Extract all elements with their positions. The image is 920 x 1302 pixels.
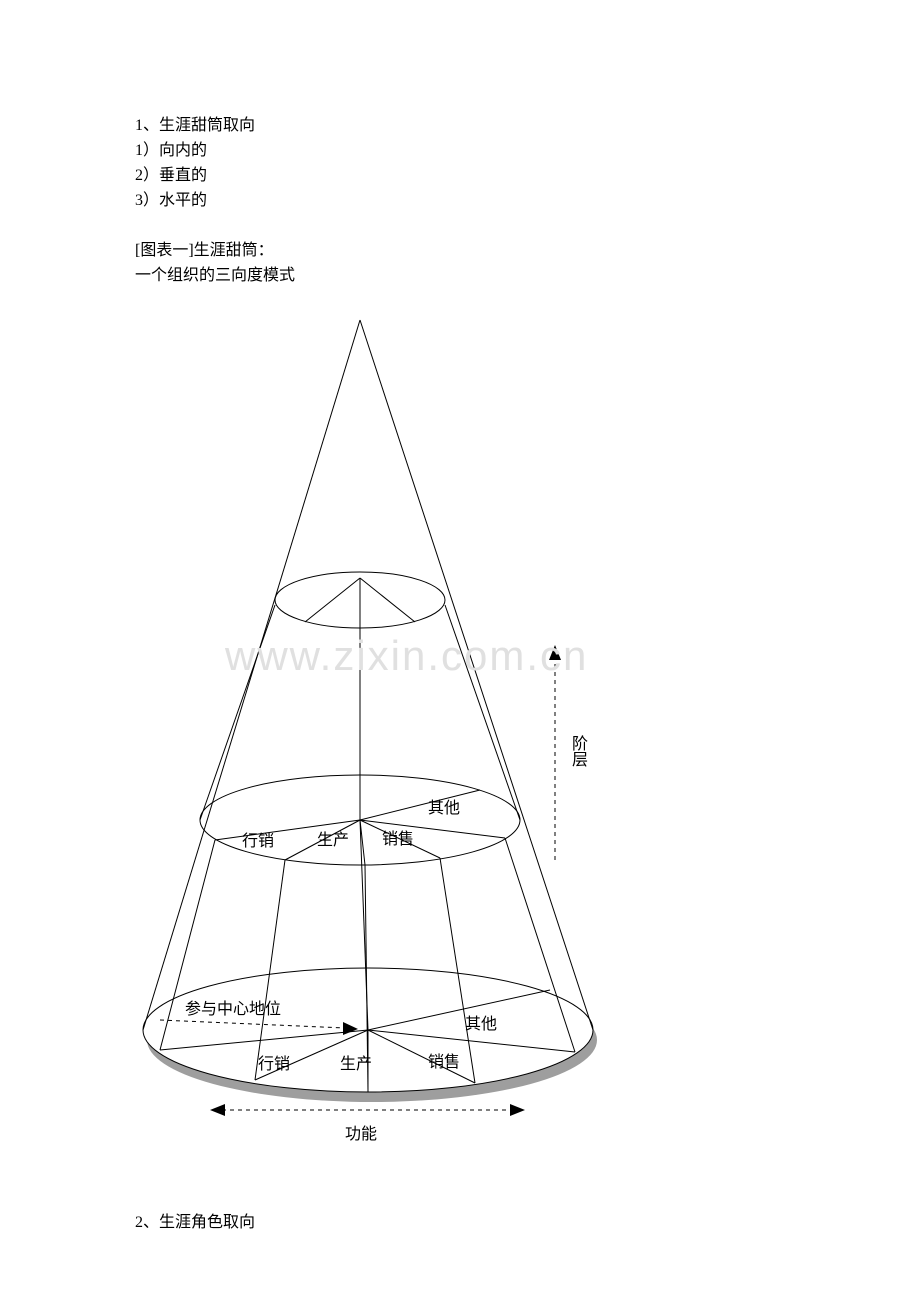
horizontal-axis-label: 功能 (345, 1120, 377, 1144)
bottom-arrow-right (510, 1104, 525, 1116)
list-item-3: 3）水平的 (135, 188, 207, 214)
mid-radial-6 (360, 790, 480, 820)
list-item-2: 2）垂直的 (135, 163, 207, 189)
mid-label-marketing: 行销 (242, 827, 274, 851)
watermark-text: www.zixin.com.cn (225, 632, 588, 680)
bot-label-marketing: 行销 (258, 1050, 290, 1074)
top-inner-right (360, 578, 415, 622)
section-1-title: 1、生涯甜筒取向 (135, 113, 255, 139)
cone-diagram: 行销 生产 销售 其他 参与中心地位 行销 生产 销售 其他 阶层 功能 (140, 310, 640, 1160)
mid-label-sales: 销售 (382, 825, 414, 849)
bot-label-participation: 参与中心地位 (185, 995, 281, 1019)
chart-label: [图表一]生涯甜筒： (135, 238, 274, 264)
vertical-axis-label: 阶层 (565, 735, 589, 767)
mid-label-production: 生产 (317, 826, 349, 850)
section-2-title: 2、生涯角色取向 (135, 1210, 255, 1236)
bottom-arrow-left (210, 1104, 225, 1116)
hidden (275, 600, 360, 628)
chart-subtitle: 一个组织的三向度模式 (135, 263, 295, 289)
bot-label-sales: 销售 (428, 1048, 460, 1072)
bot-label-production: 生产 (340, 1050, 372, 1074)
bot-label-other: 其他 (465, 1010, 497, 1034)
list-item-1: 1）向内的 (135, 138, 207, 164)
mid-label-other: 其他 (428, 794, 460, 818)
top-inner-left (305, 578, 360, 622)
